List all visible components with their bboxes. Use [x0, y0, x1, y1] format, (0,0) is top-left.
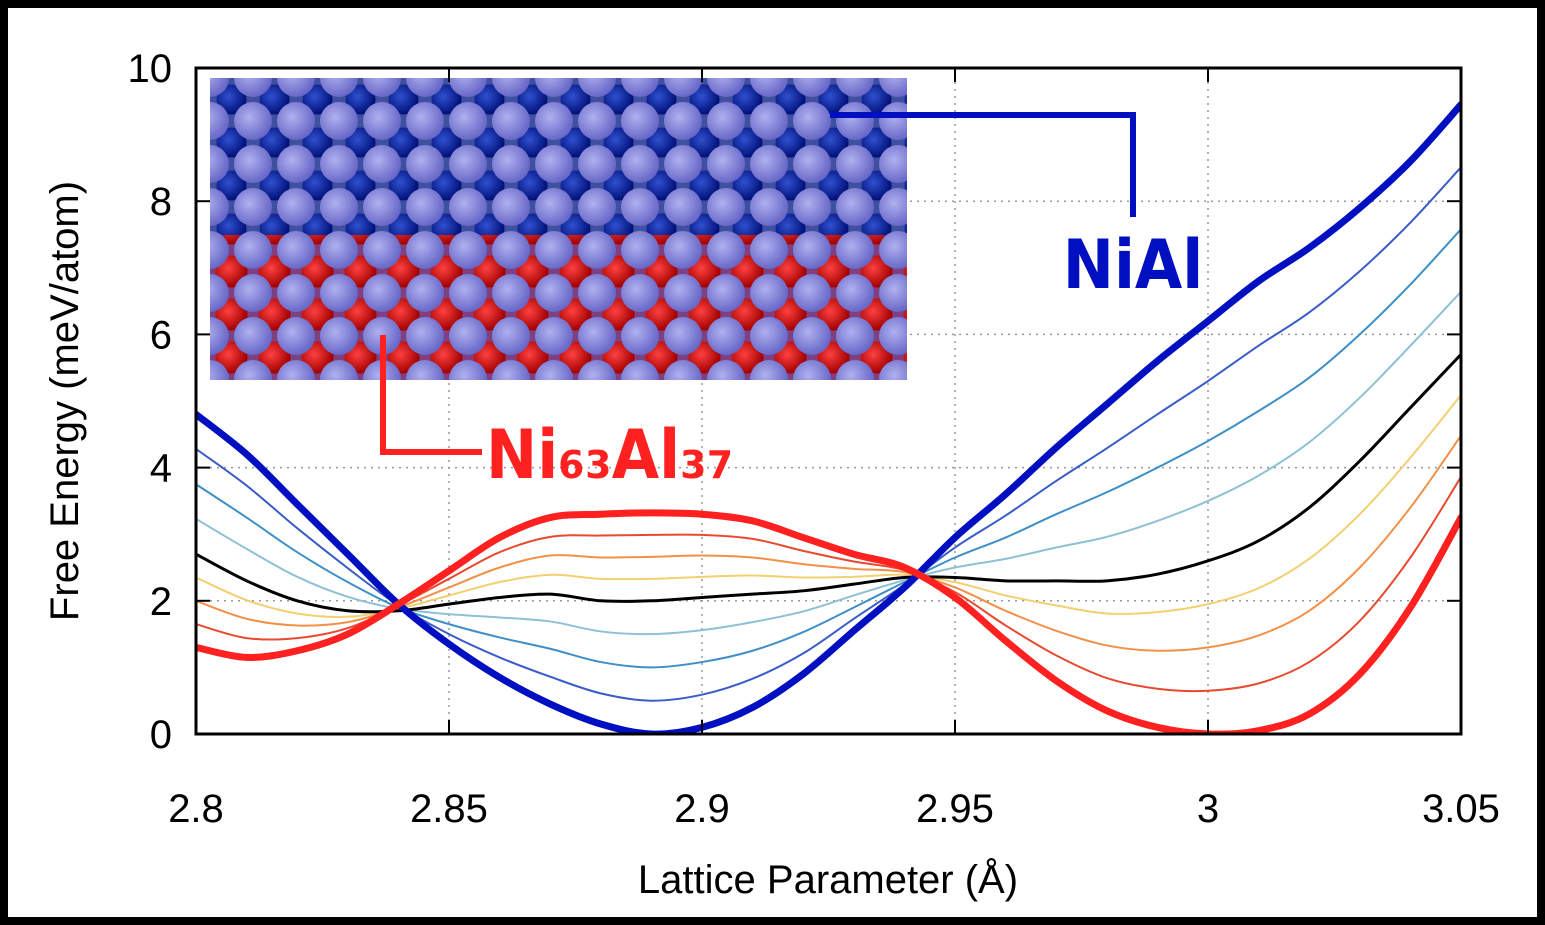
x-tick-label: 2.9 — [674, 787, 730, 831]
annotation: NiAl — [1063, 226, 1203, 305]
page: {"chart_data": { "type": "line", "xlabel… — [0, 0, 1545, 925]
x-tick-label: 2.95 — [916, 787, 994, 831]
x-axis-title: Lattice Parameter (Å) — [638, 857, 1018, 902]
y-tick-label: 8 — [150, 180, 172, 224]
y-tick-label: 0 — [150, 713, 172, 757]
x-tick-label: 2.85 — [410, 787, 488, 831]
nial-lattice — [210, 78, 907, 235]
x-tick-label: 3 — [1197, 787, 1219, 831]
y-tick-label: 4 — [150, 447, 172, 491]
x-tick-label: 2.8 — [168, 787, 224, 831]
y-tick-label: 6 — [150, 313, 172, 357]
y-tick-label: 2 — [150, 580, 172, 624]
annotation: Ni₆₃Al₃₇ — [486, 416, 734, 495]
y-tick-label: 10 — [128, 47, 173, 91]
x-tick-label: 3.05 — [1422, 787, 1500, 831]
ni63al37-lattice — [210, 235, 907, 380]
chart: 2.8 2.85 2.9 2.95 3 3.05 0 2 4 6 8 10 Lattice Param… — [0, 0, 1545, 925]
atom-inset — [210, 78, 907, 380]
y-axis-title: Free Energy (meV/atom) — [43, 181, 87, 621]
